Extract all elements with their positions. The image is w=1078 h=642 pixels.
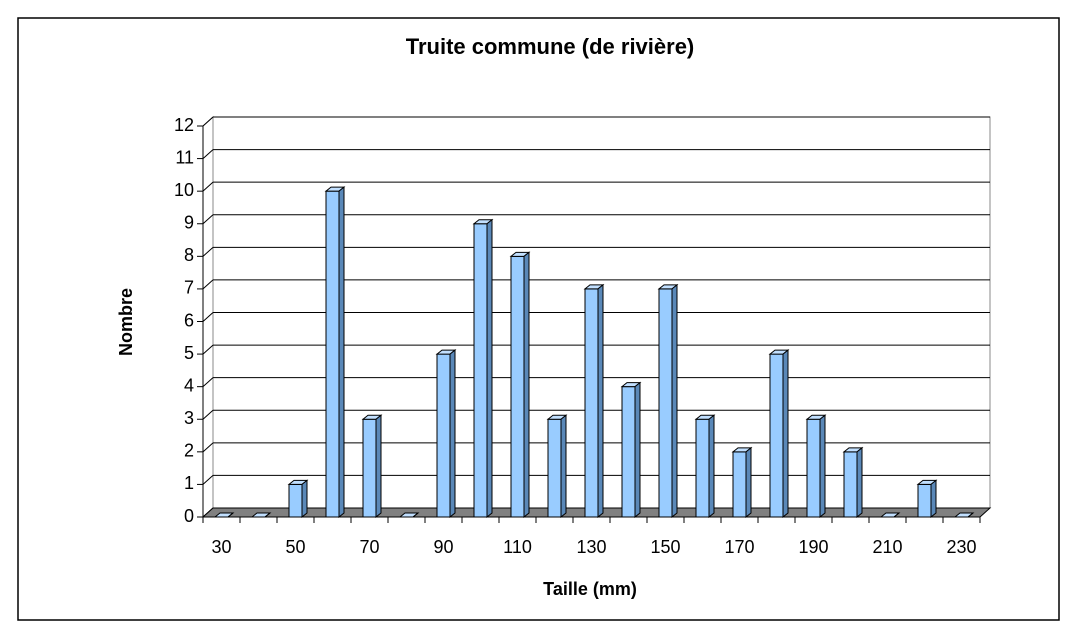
x-tick-label: 30 xyxy=(211,537,231,557)
bar-side xyxy=(264,512,271,518)
grid-line-side xyxy=(202,442,214,453)
y-tick-label: 12 xyxy=(174,115,194,135)
bar xyxy=(584,288,599,518)
x-tick-label: 130 xyxy=(576,537,606,557)
bar-side xyxy=(375,414,382,519)
bar xyxy=(843,451,858,518)
x-tick-label: 110 xyxy=(503,537,532,557)
x-tick-label: 150 xyxy=(650,537,680,557)
bar-side xyxy=(338,186,345,519)
bar-side xyxy=(486,218,493,519)
y-tick-label: 5 xyxy=(184,343,194,363)
grid-line-side xyxy=(202,279,214,290)
bar-side xyxy=(597,283,604,519)
bar xyxy=(362,418,377,518)
grid-line-side xyxy=(202,181,214,192)
bar-side xyxy=(708,414,715,519)
y-tick-label: 6 xyxy=(184,310,194,330)
bar xyxy=(806,418,821,518)
grid-line-side xyxy=(202,312,214,322)
bar-side xyxy=(745,446,752,519)
bar xyxy=(917,483,932,518)
bar-side xyxy=(671,283,678,519)
x-tick-label: 90 xyxy=(433,537,453,557)
bar-side xyxy=(412,512,419,518)
chart-title: Truite commune (de rivière) xyxy=(406,34,695,59)
grid-line-side xyxy=(202,149,214,159)
bar-side xyxy=(523,251,530,519)
grid-line-side xyxy=(202,116,214,127)
bar xyxy=(695,418,710,518)
bar xyxy=(436,353,451,518)
y-tick-label: 7 xyxy=(184,278,194,298)
bar-side xyxy=(227,512,234,518)
bar-side xyxy=(967,512,974,518)
bar-side xyxy=(301,479,308,519)
bar xyxy=(658,288,673,518)
bar xyxy=(473,223,488,518)
y-tick-label: 11 xyxy=(175,147,194,167)
x-tick-label: 210 xyxy=(872,537,902,557)
bar xyxy=(732,451,747,518)
grid-line-side xyxy=(202,409,214,420)
y-tick-label: 2 xyxy=(184,441,194,461)
x-tick-label: 170 xyxy=(724,537,754,557)
bar-side xyxy=(856,446,863,519)
y-tick-label: 0 xyxy=(184,506,194,526)
y-tick-label: 8 xyxy=(184,245,194,265)
bar-side xyxy=(893,512,900,518)
bar-side xyxy=(782,349,789,519)
bar-side xyxy=(634,381,641,519)
bar xyxy=(621,386,636,518)
grid-line-side xyxy=(202,246,214,257)
grid-line-side xyxy=(202,214,214,225)
bar xyxy=(769,353,784,518)
y-tick-label: 3 xyxy=(184,408,194,428)
x-tick-label: 190 xyxy=(798,537,828,557)
grid-line-side xyxy=(202,377,214,388)
y-axis-title: Nombre xyxy=(116,288,136,356)
x-axis-title: Taille (mm) xyxy=(543,579,637,599)
bar xyxy=(288,483,303,518)
y-tick-label: 9 xyxy=(184,213,194,233)
grid-line-side xyxy=(202,344,214,355)
x-tick-label: 70 xyxy=(359,537,379,557)
bar-side xyxy=(930,479,937,519)
bar xyxy=(510,255,525,518)
x-tick-label: 50 xyxy=(285,537,305,557)
y-tick-label: 1 xyxy=(184,473,194,493)
x-tick-label: 230 xyxy=(946,537,976,557)
bar-side xyxy=(449,349,456,519)
y-tick-label: 4 xyxy=(184,375,194,395)
bar xyxy=(547,418,562,518)
bar-side xyxy=(560,414,567,519)
y-tick-label: 10 xyxy=(174,180,194,200)
bar-side xyxy=(819,414,826,519)
grid-line-side xyxy=(202,475,214,485)
bar xyxy=(325,190,340,518)
